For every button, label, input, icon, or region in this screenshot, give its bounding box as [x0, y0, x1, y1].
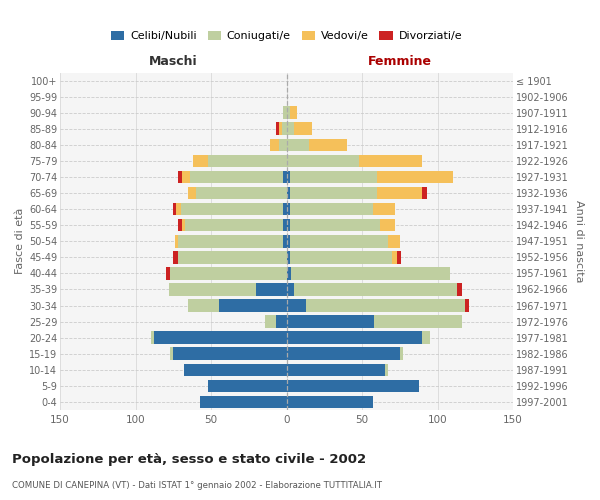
Bar [287, 251, 290, 264]
Bar [178, 235, 283, 248]
Bar [279, 122, 282, 135]
Bar [287, 106, 290, 119]
Bar [176, 203, 181, 215]
Bar [184, 364, 287, 376]
Bar [457, 283, 461, 296]
Bar [200, 396, 287, 408]
Bar [380, 219, 395, 232]
Bar [290, 106, 297, 119]
Bar [173, 251, 178, 264]
Bar [270, 138, 279, 151]
Bar [178, 219, 182, 232]
Y-axis label: Fasce di età: Fasce di età [14, 208, 25, 274]
Bar [422, 332, 430, 344]
Text: Femmine: Femmine [368, 54, 432, 68]
Bar [283, 106, 287, 119]
Bar [276, 316, 287, 328]
Bar [464, 300, 469, 312]
Bar [374, 316, 461, 328]
Bar [178, 251, 287, 264]
Bar [400, 348, 403, 360]
Bar [283, 203, 287, 215]
Bar [208, 154, 287, 167]
Bar [287, 364, 385, 376]
Bar [196, 187, 287, 200]
Bar [193, 154, 208, 167]
Bar [287, 203, 290, 215]
Bar [151, 332, 154, 344]
Bar [309, 138, 347, 151]
Bar [276, 122, 279, 135]
Bar [190, 170, 283, 183]
Bar [377, 170, 452, 183]
Bar [287, 316, 374, 328]
Bar [283, 170, 287, 183]
Bar [306, 300, 464, 312]
Bar [291, 267, 449, 280]
Text: Popolazione per età, sesso e stato civile - 2002: Popolazione per età, sesso e stato civil… [12, 452, 366, 466]
Bar [287, 219, 290, 232]
Bar [287, 154, 359, 167]
Text: Maschi: Maschi [149, 54, 197, 68]
Bar [173, 348, 287, 360]
Bar [294, 122, 312, 135]
Bar [170, 267, 287, 280]
Bar [287, 170, 290, 183]
Legend: Celibi/Nubili, Coniugati/e, Vedovi/e, Divorziati/e: Celibi/Nubili, Coniugati/e, Vedovi/e, Di… [107, 28, 466, 44]
Bar [287, 138, 309, 151]
Bar [208, 380, 287, 392]
Bar [287, 267, 291, 280]
Bar [290, 251, 392, 264]
Bar [283, 235, 287, 248]
Bar [178, 170, 182, 183]
Bar [265, 316, 276, 328]
Bar [188, 187, 196, 200]
Bar [287, 300, 306, 312]
Bar [287, 380, 419, 392]
Bar [175, 235, 178, 248]
Bar [290, 170, 377, 183]
Bar [397, 251, 401, 264]
Bar [388, 235, 400, 248]
Bar [181, 203, 283, 215]
Bar [290, 203, 373, 215]
Bar [377, 187, 422, 200]
Bar [287, 283, 294, 296]
Bar [185, 219, 283, 232]
Bar [169, 283, 256, 296]
Bar [282, 122, 287, 135]
Bar [182, 170, 190, 183]
Bar [385, 364, 388, 376]
Bar [173, 203, 176, 215]
Bar [359, 154, 422, 167]
Bar [422, 187, 427, 200]
Bar [290, 219, 380, 232]
Bar [166, 267, 170, 280]
Bar [287, 235, 290, 248]
Bar [256, 283, 287, 296]
Bar [170, 348, 173, 360]
Bar [279, 138, 287, 151]
Bar [290, 235, 388, 248]
Bar [188, 300, 218, 312]
Bar [218, 300, 287, 312]
Bar [373, 203, 395, 215]
Bar [287, 122, 294, 135]
Bar [283, 219, 287, 232]
Bar [182, 219, 185, 232]
Y-axis label: Anni di nascita: Anni di nascita [574, 200, 584, 282]
Bar [287, 348, 400, 360]
Bar [287, 396, 373, 408]
Bar [392, 251, 397, 264]
Bar [154, 332, 287, 344]
Text: COMUNE DI CANEPINA (VT) - Dati ISTAT 1° gennaio 2002 - Elaborazione TUTTITALIA.I: COMUNE DI CANEPINA (VT) - Dati ISTAT 1° … [12, 481, 382, 490]
Bar [287, 332, 422, 344]
Bar [294, 283, 457, 296]
Bar [287, 187, 290, 200]
Bar [290, 187, 377, 200]
